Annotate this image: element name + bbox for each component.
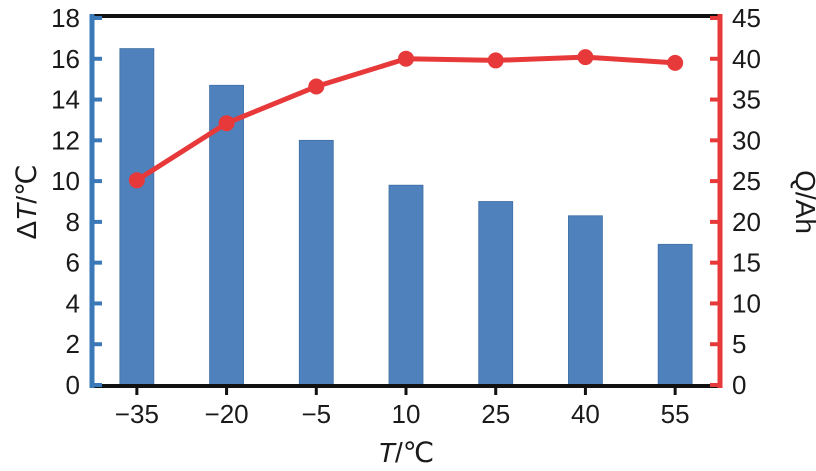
x-tick-label-4: 25	[481, 399, 510, 429]
y-left-tick-label-1: 2	[66, 329, 80, 359]
y-right-tick-label-9: 45	[732, 3, 761, 33]
line-point-1	[218, 115, 235, 132]
y-left-tick-label-4: 8	[66, 207, 80, 237]
bar-1	[209, 84, 244, 386]
y-left-tick-label-0: 0	[66, 370, 80, 400]
line-point-0	[128, 172, 145, 189]
y-left-tick-label-7: 14	[51, 85, 80, 115]
y-right-tick-label-4: 20	[732, 207, 761, 237]
x-tick-label-5: 40	[571, 399, 600, 429]
y-left-tick-label-8: 16	[51, 44, 80, 74]
bar-5	[568, 215, 603, 386]
x-axis-title-symbol: T	[378, 437, 397, 468]
line-point-6	[667, 54, 684, 71]
x-tick-label-2: −5	[301, 399, 331, 429]
bars-layer	[119, 48, 693, 386]
line-point-3	[398, 50, 414, 67]
y-right-tick-label-2: 10	[732, 288, 761, 318]
line-point-2	[308, 78, 325, 95]
y-left-tick-label-3: 6	[66, 248, 80, 278]
x-tick-label-1: −20	[205, 399, 249, 429]
x-axis-title-unit: /℃	[395, 437, 434, 468]
y-left-tick-label-6: 12	[51, 125, 80, 155]
x-tick-label-0: −35	[115, 399, 159, 429]
y-axis-left-title: ΔT/℃	[11, 164, 42, 239]
y-right-tick-label-5: 25	[732, 166, 761, 196]
x-tick-label-3: 10	[392, 399, 421, 429]
y-left-tick-label-9: 18	[51, 3, 80, 33]
y-right-tick-label-1: 5	[732, 329, 746, 359]
y-axis-left-title-prefix: Δ	[11, 221, 42, 240]
y-axis-left-title-unit: /℃	[11, 164, 42, 203]
line-point-5	[577, 49, 594, 66]
y-right-tick-label-0: 0	[732, 370, 746, 400]
x-axis-title: T/℃	[378, 437, 434, 468]
bar-4	[478, 201, 514, 386]
y-right-tick-label-6: 30	[732, 125, 761, 155]
y-right-tick-label-3: 15	[732, 248, 761, 278]
y-right-tick-label-7: 35	[732, 85, 761, 115]
y-axis-right-title: Q/Ah	[790, 170, 816, 234]
y-left-tick-label-5: 10	[51, 166, 80, 196]
y-right-tick-label-8: 40	[732, 44, 761, 74]
bar-6	[657, 243, 693, 386]
bar-3	[388, 184, 424, 386]
bar-2	[298, 139, 334, 386]
y-axis-left-title-symbol: T	[11, 202, 42, 221]
x-tick-label-6: 55	[661, 399, 690, 429]
y-left-tick-label-2: 4	[66, 288, 80, 318]
line-point-4	[487, 52, 504, 69]
ticks-layer: 0 2 4 6 8 10 12 14 16 18 0 5 10 15 20 25 30 35 40 45 −35 −20 −…	[51, 3, 761, 429]
line-layer	[128, 49, 684, 189]
bar-0	[119, 48, 155, 386]
